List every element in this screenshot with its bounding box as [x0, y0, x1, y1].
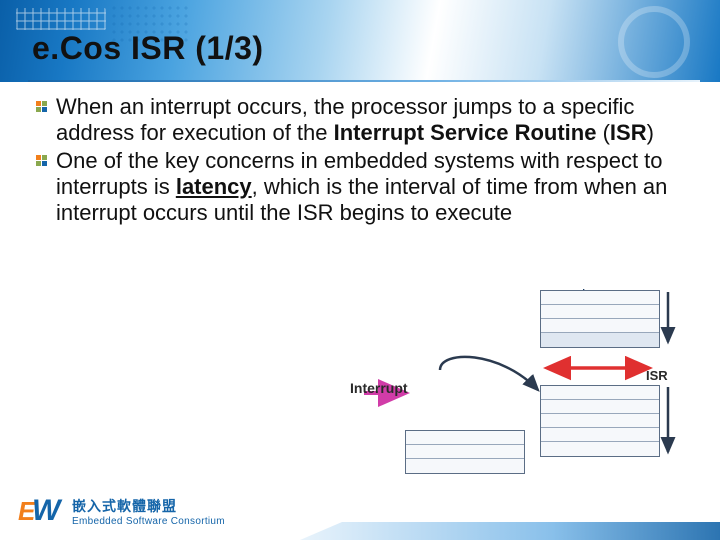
label-isr: ISR: [646, 368, 668, 383]
stack-isr: [540, 385, 660, 457]
bullet-1: When an interrupt occurs, the processor …: [36, 94, 696, 146]
page-title: e.Cos ISR (1/3): [28, 30, 268, 67]
bullet-marker-icon: [36, 155, 50, 167]
stack-main: [540, 290, 660, 348]
bullet-2-text: One of the key concerns in embedded syst…: [56, 148, 696, 226]
bullet-marker-icon: [36, 101, 50, 113]
logo-icon: EW: [18, 494, 62, 528]
logo-text: 嵌入式軟體聯盟 Embedded Software Consortium: [72, 496, 225, 527]
latency-diagram: Interrupt ISR: [350, 290, 700, 510]
bullet-2: One of the key concerns in embedded syst…: [36, 148, 696, 226]
label-interrupt: Interrupt: [350, 380, 408, 396]
stack-resume: [405, 430, 525, 474]
content-area: When an interrupt occurs, the processor …: [36, 94, 696, 228]
title-separator: [28, 80, 700, 82]
footer-stripe: [300, 522, 720, 540]
footer: EW 嵌入式軟體聯盟 Embedded Software Consortium: [18, 494, 225, 528]
bullet-1-text: When an interrupt occurs, the processor …: [56, 94, 696, 146]
